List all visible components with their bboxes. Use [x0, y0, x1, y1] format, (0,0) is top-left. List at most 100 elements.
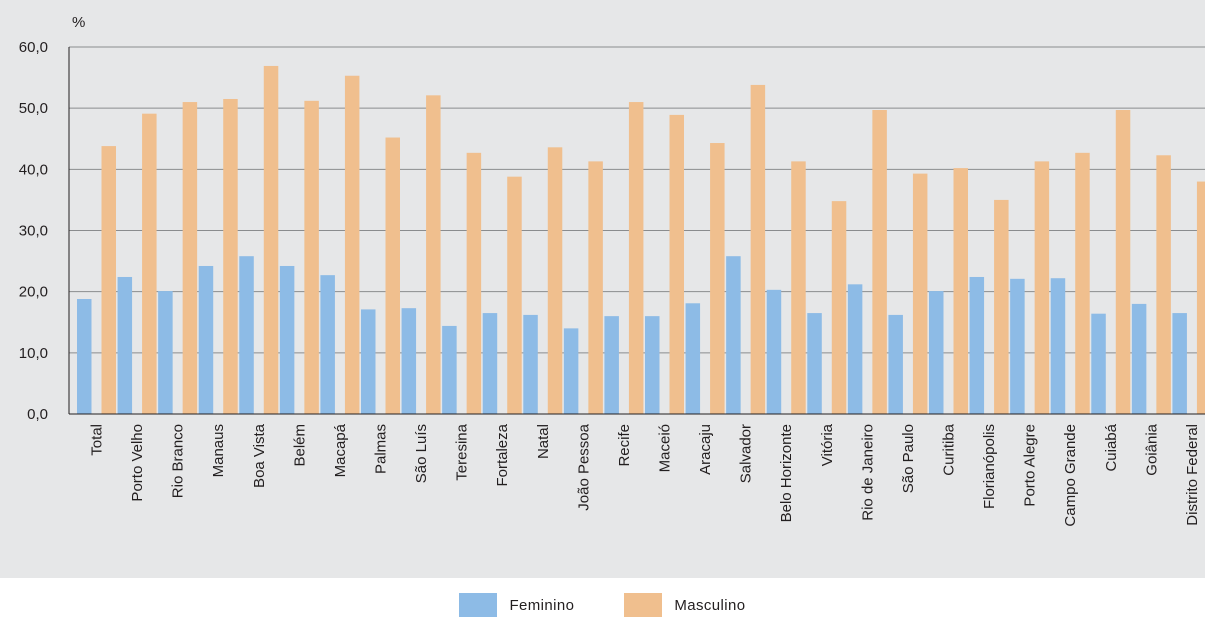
bar-feminino [807, 313, 822, 414]
bar-masculino [994, 199, 1009, 414]
bar-feminino [482, 313, 498, 414]
bar-feminino [401, 308, 417, 414]
bar-masculino [953, 168, 968, 414]
x-tick-label: Porto Alegre [1022, 424, 1039, 507]
legend-item-feminino: Feminino [459, 593, 574, 617]
bar-masculino [426, 95, 441, 415]
x-tick-label: Rio de Janeiro [859, 424, 876, 521]
bar-masculino [182, 102, 198, 415]
bar-masculino [1156, 155, 1171, 414]
bar-masculino [710, 143, 725, 414]
bar-feminino [158, 291, 173, 414]
x-tick-label: Belo Horizonte [778, 424, 795, 522]
bar-masculino [669, 114, 684, 415]
bar-feminino [320, 275, 335, 414]
bar-masculino [912, 173, 928, 414]
x-tick-label: Total [89, 424, 106, 456]
bar-masculino [791, 161, 806, 414]
x-tick-label: Curitiba [941, 423, 958, 475]
bar-masculino [223, 98, 238, 414]
x-tick-label: Vitória [819, 423, 836, 466]
x-tick-label: Boa Vista [251, 423, 268, 488]
bar-feminino [726, 256, 741, 414]
x-tick-label: João Pessoa [575, 423, 592, 510]
y-tick-label: 40,0 [19, 161, 48, 178]
y-tick-label: 20,0 [19, 284, 48, 301]
chart-panel: % 0,0 10,0 20,0 30,0 40,0 50,0 60,0 Total Porto… [0, 0, 1205, 578]
bar-masculino [466, 152, 482, 414]
bar-feminino [1131, 303, 1147, 414]
bar-masculino [1034, 161, 1050, 414]
x-tick-label: Macapá [332, 423, 349, 477]
bar-masculino [1115, 110, 1131, 415]
x-tick-label: Florianópolis [981, 424, 998, 509]
bar-feminino [1091, 313, 1106, 414]
x-tick-label: Salvador [738, 424, 755, 483]
bar-masculino [304, 100, 319, 415]
bar-feminino [766, 289, 782, 414]
x-tick-label: Distrito Federal [1184, 424, 1201, 526]
bar-feminino [361, 309, 376, 414]
legend-swatch-feminino [459, 593, 498, 617]
x-tick-label: Recife [616, 424, 633, 467]
x-tick-label: Maceió [657, 424, 674, 472]
bar-chart: % 0,0 10,0 20,0 30,0 40,0 50,0 60,0 Total Porto… [19, 14, 1205, 527]
y-tick-label: 60,0 [19, 39, 48, 56]
bar-feminino [929, 291, 944, 414]
x-tick-label: Fortaleza [494, 423, 511, 486]
legend-swatch-masculino [624, 593, 663, 617]
x-tick-label: São Luís [413, 424, 430, 483]
bar-feminino [77, 299, 92, 414]
bar-masculino [547, 147, 563, 414]
bar-masculino [263, 65, 279, 414]
bar-feminino [1172, 313, 1187, 414]
bar-masculino [1075, 152, 1090, 414]
bar-feminino [117, 276, 133, 414]
bar-feminino [685, 303, 701, 414]
y-tick-label: 0,0 [27, 406, 48, 423]
x-tick-label: Goiânia [1143, 423, 1160, 475]
x-tick-label: Porto Velho [129, 424, 146, 502]
x-tick-label: Natal [535, 424, 552, 459]
bar-masculino [588, 161, 603, 414]
bar-feminino [1010, 278, 1025, 414]
y-tick-label: 50,0 [19, 100, 48, 117]
bar-feminino [563, 328, 579, 414]
legend-item-masculino: Masculino [624, 593, 745, 617]
x-axis-tick-labels: Total Porto Velho Rio Branco Manaus Boa Vist… [89, 423, 1201, 526]
bar-feminino [442, 325, 457, 414]
bar-masculino [344, 75, 360, 414]
bars [77, 65, 1205, 415]
legend-label-masculino: Masculino [674, 596, 746, 614]
x-tick-label: Belém [291, 424, 308, 467]
bar-feminino [198, 265, 214, 414]
bar-masculino [507, 176, 522, 414]
bar-feminino [645, 316, 660, 414]
bar-masculino [872, 110, 887, 415]
bar-masculino [385, 137, 400, 414]
x-tick-label: Palmas [373, 424, 390, 474]
y-tick-label: 30,0 [19, 223, 48, 240]
bar-masculino [750, 84, 766, 414]
bar-masculino [1196, 181, 1205, 414]
x-tick-label: Cuiabá [1103, 423, 1120, 471]
bar-masculino [101, 146, 116, 414]
legend: Feminino Masculino [0, 590, 1205, 620]
x-tick-label: São Paulo [900, 424, 917, 493]
x-tick-label: Aracaju [697, 424, 714, 475]
x-tick-label: Manaus [210, 424, 227, 477]
bar-feminino [1050, 278, 1066, 414]
x-tick-label: Teresina [454, 423, 471, 480]
legend-label-feminino: Feminino [509, 596, 575, 614]
y-tick-label: 10,0 [19, 345, 48, 362]
bar-masculino [142, 113, 157, 415]
bar-feminino [604, 316, 619, 414]
y-axis-ticks: 0,0 10,0 20,0 30,0 40,0 50,0 60,0 [19, 39, 48, 423]
bar-feminino [239, 256, 254, 414]
bar-feminino [523, 314, 538, 414]
bar-feminino [279, 265, 295, 414]
x-tick-label: Campo Grande [1062, 424, 1079, 527]
bar-masculino [831, 201, 847, 414]
bar-masculino [628, 102, 644, 415]
bar-feminino [969, 276, 985, 414]
